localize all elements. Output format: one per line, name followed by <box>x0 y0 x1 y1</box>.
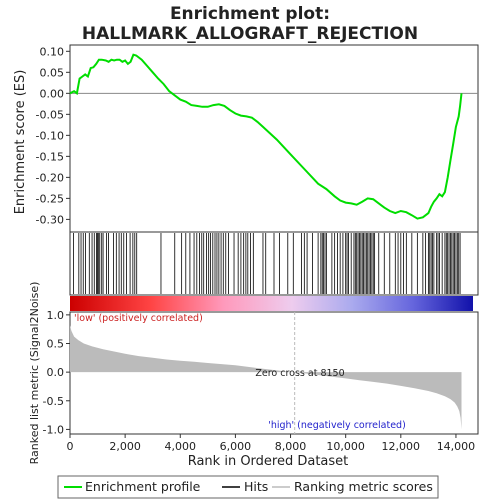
x-tick-label: 12,000 <box>382 440 421 453</box>
es-y-tick-label: -0.15 <box>36 150 64 163</box>
legend-label-hits: Hits <box>244 479 268 494</box>
es-y-tick-label: -0.10 <box>36 129 64 142</box>
es-y-tick-label: 0.05 <box>40 66 65 79</box>
low-correlation-label: 'low' (positively correlated) <box>74 313 203 324</box>
x-tick-label: 8,000 <box>275 440 307 453</box>
es-y-tick-label: -0.05 <box>36 108 64 121</box>
chart-title: Enrichment plot: <box>170 4 330 24</box>
high-correlation-label: 'high' (negatively correlated) <box>268 420 406 431</box>
legend-frame <box>57 475 439 499</box>
legend-label-enrichment: Enrichment profile <box>85 479 201 494</box>
x-tick-label: 10,000 <box>326 440 365 453</box>
es-panel: 0.10 0.05 0.00 -0.05 -0.10 -0.15 -0.20 -0.25 -0.… <box>13 44 479 233</box>
hit-marks <box>73 233 461 294</box>
metric-y-tick-label: 0.5 <box>47 338 65 351</box>
metric-y-tick-label: -1.0 <box>43 423 64 436</box>
metric-panel: 1.0 0.5 0.0 -0.5 -1.0 0 2,000 4,000 6,000 8,000 1… <box>28 282 479 469</box>
es-y-tick-label: -0.25 <box>36 192 64 205</box>
es-y-tick-label: -0.30 <box>36 213 64 226</box>
metric-y-tick-label: -0.5 <box>43 395 64 408</box>
ranking-metric-area <box>70 325 462 430</box>
x-tick-label: 0 <box>67 440 74 453</box>
metric-y-tick-label: 1.0 <box>47 309 65 322</box>
x-tick-label: 14,000 <box>437 440 476 453</box>
enrichment-profile-line <box>69 53 463 220</box>
hits-panel <box>69 231 479 296</box>
zero-cross-label: Zero cross at 8150 <box>255 368 344 379</box>
metric-y-axis-label: Ranked list metric (Signal2Noise) <box>28 282 41 465</box>
metric-y-ticks: 1.0 0.5 0.0 -0.5 -1.0 <box>43 309 70 436</box>
rank-color-bar <box>70 296 473 311</box>
es-y-tick-label: 0.00 <box>40 87 65 100</box>
es-y-axis-label: Enrichment score (ES) <box>13 70 28 215</box>
x-tick-label: 4,000 <box>165 440 197 453</box>
chart-subtitle: HALLMARK_ALLOGRAFT_REJECTION <box>82 24 418 44</box>
legend-label-metric: Ranking metric scores <box>294 479 433 494</box>
es-y-ticks: 0.10 0.05 0.00 -0.05 -0.10 -0.15 -0.20 -0.25 -0.… <box>36 45 70 226</box>
es-y-tick-label: -0.20 <box>36 171 64 184</box>
metric-x-ticks: 0 2,000 4,000 6,000 8,000 10,000 12,000 14,000 <box>67 434 476 453</box>
x-tick-label: 6,000 <box>220 440 252 453</box>
es-y-tick-label: 0.10 <box>40 45 65 58</box>
x-axis-label: Rank in Ordered Dataset <box>188 454 349 469</box>
metric-y-tick-label: 0.0 <box>47 366 65 379</box>
es-plot-frame <box>69 44 479 233</box>
legend: Enrichment profile Hits Ranking metric s… <box>57 475 439 499</box>
x-tick-label: 2,000 <box>109 440 141 453</box>
